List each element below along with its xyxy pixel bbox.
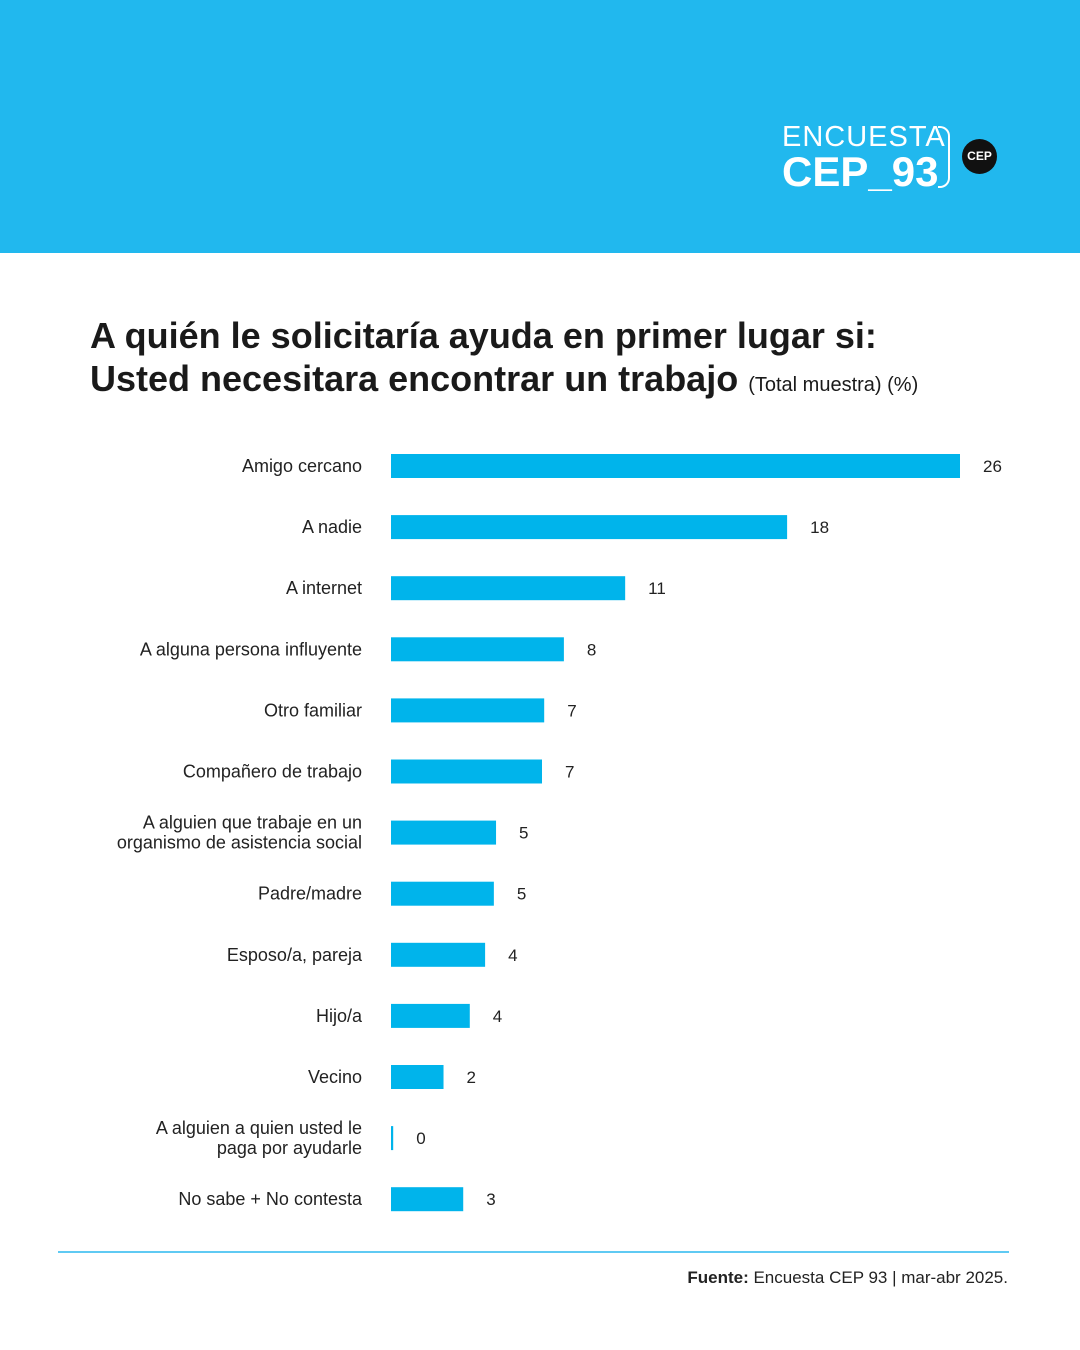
value-label-5: 7	[565, 763, 574, 782]
bar-4	[391, 698, 545, 723]
category-label-1: A nadie	[302, 517, 362, 537]
category-label-6: A alguien que trabaje en un organismo de …	[117, 813, 362, 853]
bar-6	[391, 820, 497, 845]
bar-9	[391, 1003, 470, 1028]
source-text: Encuesta CEP 93 | mar-abr 2025.	[753, 1268, 1008, 1287]
title-line2: Usted necesitara encontrar un trabajo	[90, 358, 739, 399]
bar-0	[391, 454, 960, 478]
bar-10	[391, 1065, 444, 1089]
value-label-2: 11	[648, 579, 666, 598]
source-note: Fuente: Encuesta CEP 93 | mar-abr 2025.	[687, 1268, 1008, 1288]
category-label-5: Compañero de trabajo	[183, 762, 362, 782]
title-line1: A quién le solicitaría ayuda en primer l…	[90, 315, 877, 356]
cep-badge-icon: CEP	[962, 139, 997, 174]
category-label-8: Esposo/a, pareja	[227, 945, 363, 965]
value-label-6: 5	[519, 824, 528, 843]
bar-1	[391, 515, 788, 540]
brand-line2: CEP_93	[782, 148, 939, 195]
value-label-8: 4	[508, 946, 517, 965]
category-label-9: Hijo/a	[316, 1006, 363, 1026]
brand-brace	[938, 126, 950, 188]
title-suffix: (Total muestra) (%)	[748, 374, 919, 396]
brand-line1: ENCUESTA	[782, 121, 946, 153]
bar-12	[391, 1187, 464, 1212]
chart-title: A quién le solicitaría ayuda en primer l…	[90, 314, 1030, 407]
category-label-12: No sabe + No contesta	[178, 1189, 363, 1209]
title-line2-wrap: Usted necesitara encontrar un trabajo (T…	[90, 357, 1030, 407]
bar-11	[391, 1126, 394, 1151]
value-label-11: 0	[416, 1129, 425, 1148]
category-label-2: A internet	[286, 578, 362, 598]
source-label: Fuente:	[687, 1268, 749, 1287]
header-banner: ENCUESTA CEP_93 CEP	[0, 0, 1080, 253]
value-label-10: 2	[467, 1068, 476, 1087]
category-label-4: Otro familiar	[264, 700, 362, 720]
bar-7	[391, 881, 494, 906]
category-label-3: A alguna persona influyente	[140, 639, 362, 659]
bar-8	[391, 942, 486, 967]
bar-chart: 26 Amigo cercano 18 A nadie 11 A internet 8 A a…	[117, 454, 1002, 1212]
value-label-7: 5	[517, 885, 526, 904]
value-label-0: 26	[983, 457, 1002, 476]
bar-2	[391, 576, 626, 601]
category-label-7: Padre/madre	[258, 884, 362, 904]
value-label-4: 7	[567, 701, 576, 720]
value-label-1: 18	[810, 518, 829, 537]
bar-5	[391, 759, 543, 784]
category-label-0: Amigo cercano	[242, 456, 362, 476]
value-label-9: 4	[493, 1007, 502, 1026]
bar-3	[391, 637, 564, 662]
brand-logo: ENCUESTA CEP_93	[782, 121, 946, 195]
category-label-10: Vecino	[308, 1067, 362, 1087]
value-label-3: 8	[587, 640, 596, 659]
category-label-11: A alguien a quien usted le paga por ayuda…	[156, 1118, 362, 1158]
footer-divider	[58, 1251, 1009, 1253]
value-label-12: 3	[486, 1190, 495, 1209]
